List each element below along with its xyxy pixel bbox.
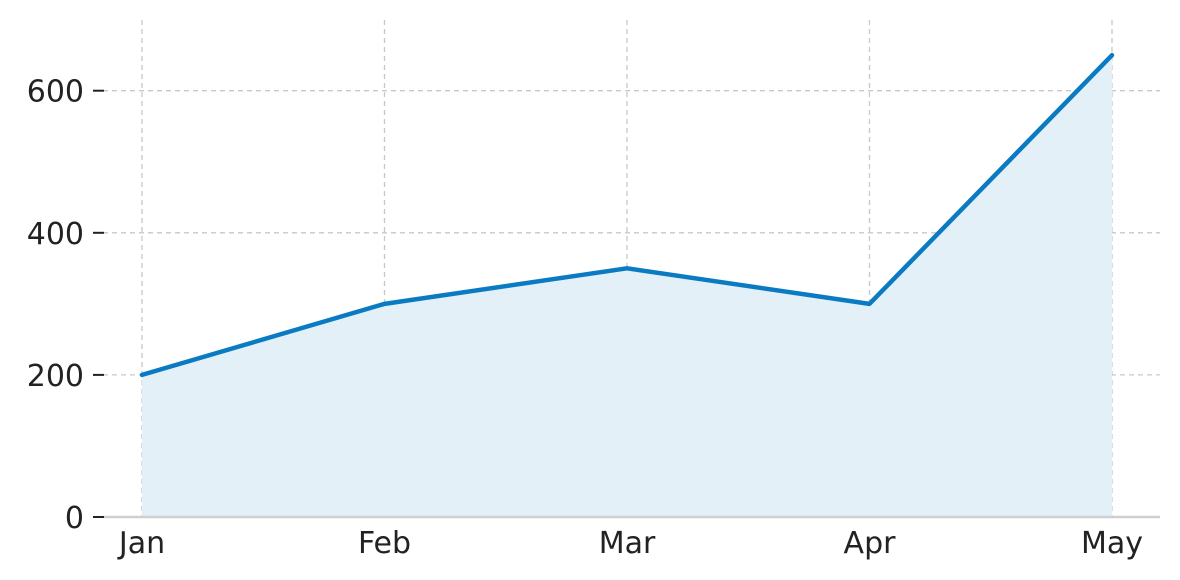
x-axis-ticks: Jan Feb Mar Apr May: [117, 526, 1143, 561]
x-tick-label: Jan: [117, 526, 165, 561]
y-tick-label: 600: [27, 75, 84, 110]
y-tick-label: 0: [65, 501, 84, 536]
x-tick-label: Mar: [599, 526, 656, 561]
y-axis-ticks: 0 200 400 600: [27, 75, 104, 536]
x-tick-label: May: [1081, 526, 1143, 561]
x-tick-label: Feb: [358, 526, 411, 561]
y-tick-label: 400: [27, 217, 84, 252]
area-fill: [142, 55, 1112, 518]
y-tick-label: 200: [27, 359, 84, 394]
x-tick-label: Apr: [844, 526, 897, 561]
series-line: [139, 52, 1115, 378]
